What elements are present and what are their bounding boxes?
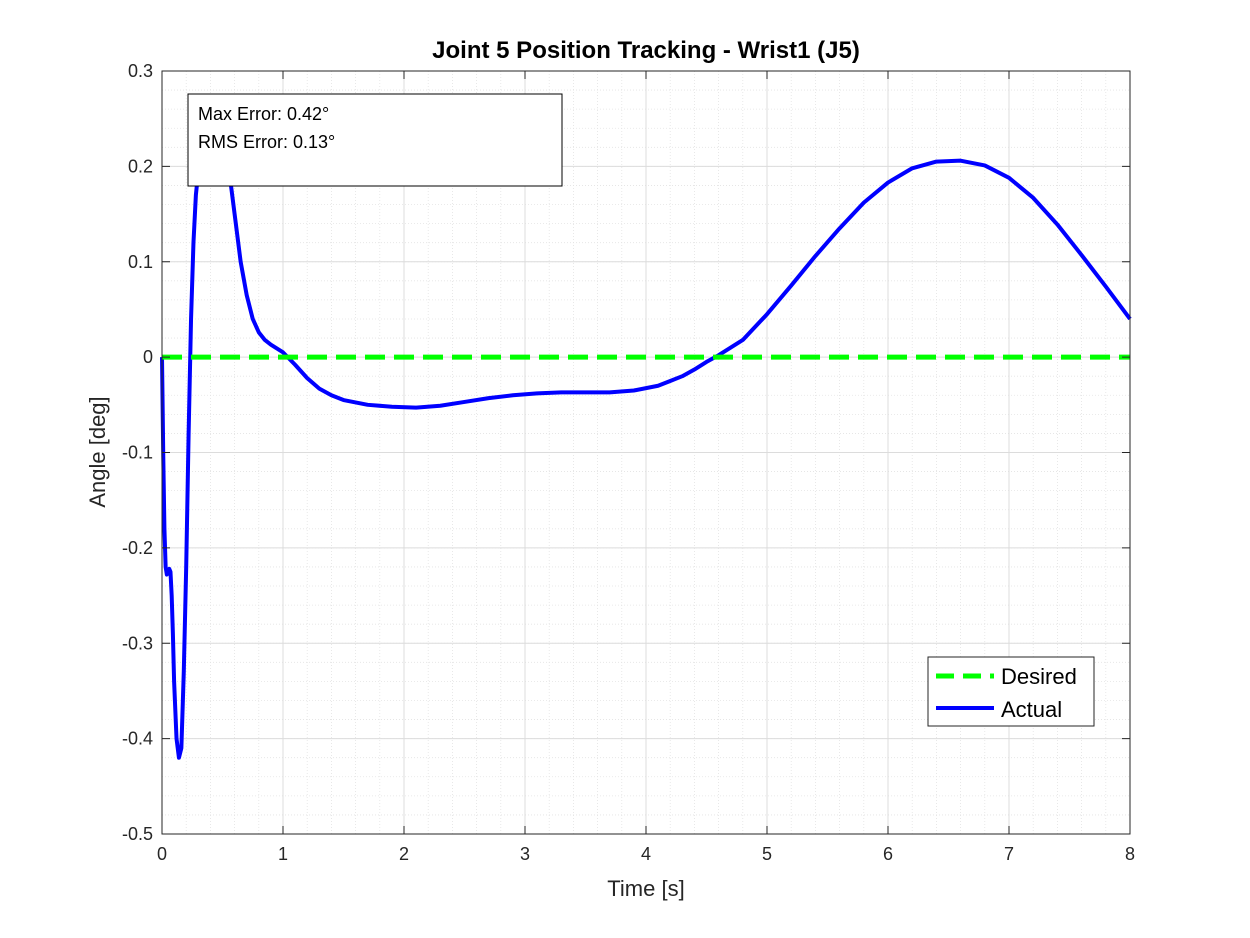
series-layer (160, 140, 1132, 760)
x-tick-label: 1 (278, 844, 288, 864)
x-tick-label: 5 (762, 844, 772, 864)
annotation-frame (187, 93, 563, 187)
annotation-box: Max Error: 0.42° RMS Error: 0.13° (187, 93, 563, 187)
x-tick-label: 3 (520, 844, 530, 864)
legend-label-desired: Desired (1001, 664, 1077, 689)
x-tick-label: 7 (1004, 844, 1014, 864)
x-tick-label: 2 (399, 844, 409, 864)
series-line-actual (160, 140, 1132, 760)
annotation-rms-error: RMS Error: 0.13° (198, 132, 335, 152)
y-tick-label: 0.1 (128, 252, 153, 272)
legend-frame (927, 656, 1095, 727)
y-tick-label: -0.5 (122, 824, 153, 844)
y-ticks: -0.5 -0.4 -0.3 -0.2 -0.1 0 0.1 0.2 0.3 (122, 61, 1130, 844)
x-tick-label: 4 (641, 844, 651, 864)
x-tick-label: 8 (1125, 844, 1135, 864)
annotation-max-error: Max Error: 0.42° (198, 104, 329, 124)
legend: Desired Actual (927, 656, 1095, 727)
x-axis-label: Time [s] (607, 876, 684, 901)
y-tick-label: 0 (143, 347, 153, 367)
x-tick-label: 0 (157, 844, 167, 864)
y-tick-label: 0.2 (128, 156, 153, 176)
y-tick-label: -0.4 (122, 729, 153, 749)
x-tick-label: 6 (883, 844, 893, 864)
y-tick-label: -0.3 (122, 633, 153, 653)
y-tick-label: -0.2 (122, 538, 153, 558)
y-axis-label: Angle [deg] (85, 396, 110, 507)
y-tick-label: -0.1 (122, 443, 153, 463)
x-ticks: 0 1 2 3 4 5 6 7 8 (157, 71, 1135, 864)
chart-title: Joint 5 Position Tracking - Wrist1 (J5) (432, 37, 860, 64)
legend-label-actual: Actual (1001, 697, 1062, 722)
y-tick-label: 0.3 (128, 61, 153, 81)
